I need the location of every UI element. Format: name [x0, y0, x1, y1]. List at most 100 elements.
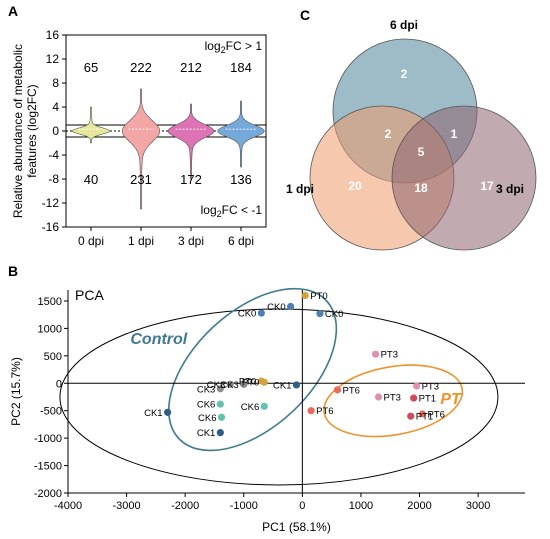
- panel-b-control-ellipse: [167, 287, 338, 452]
- venn-region-value: 17: [480, 179, 494, 193]
- panel-a-violin-chart: A Relative abundance of metabolic feature…: [8, 3, 267, 248]
- pca-point-CK1: [164, 408, 172, 416]
- panel-a-down-count: 40: [84, 172, 98, 187]
- panel-b-x-tick-label: 1000: [349, 500, 373, 512]
- pca-point-label: PT3: [384, 392, 401, 403]
- venn-set-label: 3 dpi: [496, 182, 524, 196]
- panel-b-y-axis-label: PC2 (15.7%): [9, 357, 23, 426]
- pca-point-CK6: [216, 400, 224, 408]
- pca-point-CK0: [287, 302, 295, 311]
- panel-b-x-tick-label: 3000: [466, 500, 490, 512]
- panel-b-y-tick-label: -1500: [34, 461, 62, 473]
- pca-point-PT1: [407, 412, 415, 420]
- panel-b-y-tick-label: -2000: [34, 488, 62, 500]
- pca-point-CK1: [292, 381, 301, 389]
- pca-point-label: CK1: [273, 380, 291, 391]
- pca-point-label: CK0: [238, 309, 256, 320]
- pca-point-CK3: [216, 385, 224, 393]
- panel-a-down-count: 172: [180, 172, 202, 187]
- pca-point-PT0: [260, 378, 268, 386]
- panel-a-up-count: 222: [130, 60, 152, 75]
- venn-region-value: 18: [414, 181, 428, 195]
- venn-region-value: 1: [451, 127, 458, 141]
- panel-a-y-tick-label: 4: [52, 100, 59, 114]
- pca-point-label: CK0: [267, 302, 285, 313]
- panel-a-down-count: 136: [230, 172, 252, 187]
- pca-point-PT3: [413, 382, 421, 390]
- panel-a-x-tick-label: 3 dpi: [178, 234, 204, 248]
- pca-point-CK3: [240, 380, 248, 388]
- pca-point-label: PT0: [310, 291, 327, 302]
- pca-point-label: CK1: [197, 428, 215, 439]
- pca-point-label: CK6: [241, 402, 259, 413]
- pca-point-PT6: [307, 407, 315, 415]
- pca-point-label: PT0: [239, 377, 256, 388]
- panel-b-x-axis-label: PC1 (58.1%): [262, 520, 331, 534]
- panel-b-y-tick-label: 0: [56, 378, 62, 390]
- panel-b-y-tick-label: 1500: [38, 296, 62, 308]
- pca-point-label: PT6: [427, 409, 444, 420]
- pca-point-label: CK3: [220, 380, 238, 391]
- pca-point-PT0: [301, 291, 309, 300]
- panel-b-pca-scatter: B -2000 -1500 -1000 -500 0 500 1000 1500 -4000 -3…: [8, 263, 525, 534]
- panel-a-annotation-up: log2FC > 1: [205, 39, 263, 55]
- venn-set-label: 1 dpi: [286, 182, 314, 196]
- panel-a-y-tick-label: 12: [46, 52, 60, 66]
- violin-0-dpi: [71, 106, 111, 144]
- panel-a-y-tick-label: 8: [52, 76, 59, 90]
- venn-region-value: 5: [418, 145, 425, 159]
- panel-a-x-tick-label: 0 dpi: [78, 234, 104, 248]
- panel-b-title: PCA: [75, 287, 104, 303]
- panel-a-letter: A: [8, 3, 18, 19]
- panel-a-y-tick-label: 0: [52, 124, 59, 138]
- panel-b-group-label: PT: [440, 391, 462, 408]
- panel-b-group-label: Control: [130, 331, 187, 348]
- panel-c-letter: C: [300, 7, 310, 23]
- panel-c-venn-diagram: C 6 dpi 1 dpi 3 dpi 2 2 1 5 20 18 17: [286, 7, 537, 251]
- pca-point-CK3: [226, 380, 234, 388]
- panel-a-y-tick-label: -8: [48, 172, 59, 186]
- pca-point-label: PT6: [316, 406, 333, 417]
- pca-point-label: PT3: [381, 350, 398, 361]
- pca-point-label: PT1: [419, 394, 436, 405]
- pca-point-CK0: [316, 309, 324, 318]
- panel-b-pt-ellipse: [323, 364, 464, 438]
- panel-b-x-tick-label: -4000: [54, 500, 82, 512]
- venn-region-value: 2: [385, 127, 392, 141]
- pca-point-label: PT0: [242, 378, 259, 389]
- panel-a-up-count: 212: [180, 60, 202, 75]
- violin-1-dpi: [121, 88, 161, 210]
- violin-6-dpi: [217, 100, 265, 168]
- panel-b-y-tick-label: -500: [40, 406, 62, 418]
- pca-point-label: CK3: [207, 380, 225, 391]
- venn-region-value: 2: [401, 67, 408, 81]
- panel-a-y-axis-label: Relative abundance of metabolic features …: [11, 44, 39, 218]
- panel-a-up-count: 65: [84, 60, 98, 75]
- pca-point-CK1: [216, 429, 224, 437]
- panel-a-y-tick-label: -16: [42, 220, 60, 234]
- pca-point-PT3: [374, 393, 383, 401]
- venn-set-label: 6 dpi: [390, 18, 418, 32]
- violin-3-dpi: [167, 103, 215, 180]
- panel-b-y-tick-label: 500: [44, 351, 62, 363]
- panel-a-x-tick-label: 6 dpi: [228, 234, 254, 248]
- panel-a-x-tick-label: 1 dpi: [128, 234, 154, 248]
- pca-point-CK0: [257, 309, 265, 317]
- panel-b-y-tick-label: 1000: [38, 323, 62, 335]
- pca-point-label: PT3: [422, 382, 439, 393]
- pca-point-PT6: [333, 386, 342, 394]
- panel-a-y-tick-label: -4: [48, 148, 59, 162]
- pca-point-CK6: [217, 413, 226, 421]
- panel-a-down-count: 231: [130, 172, 152, 187]
- pca-point-label: CK3: [197, 384, 215, 395]
- pca-point-label: CK1: [144, 408, 162, 419]
- panel-b-x-tick-label: -2000: [171, 500, 199, 512]
- pca-point-label: CK0: [325, 309, 343, 320]
- panel-a-y-tick-label: -12: [42, 196, 60, 210]
- panel-b-x-tick-label: 0: [299, 500, 305, 512]
- panel-a-annotation-down: log2FC < -1: [201, 203, 263, 219]
- panel-b-x-tick-label: -3000: [113, 500, 141, 512]
- pca-point-label: CK6: [198, 413, 216, 424]
- panel-b-x-tick-label: 2000: [407, 500, 431, 512]
- pca-point-label: PT6: [343, 385, 360, 396]
